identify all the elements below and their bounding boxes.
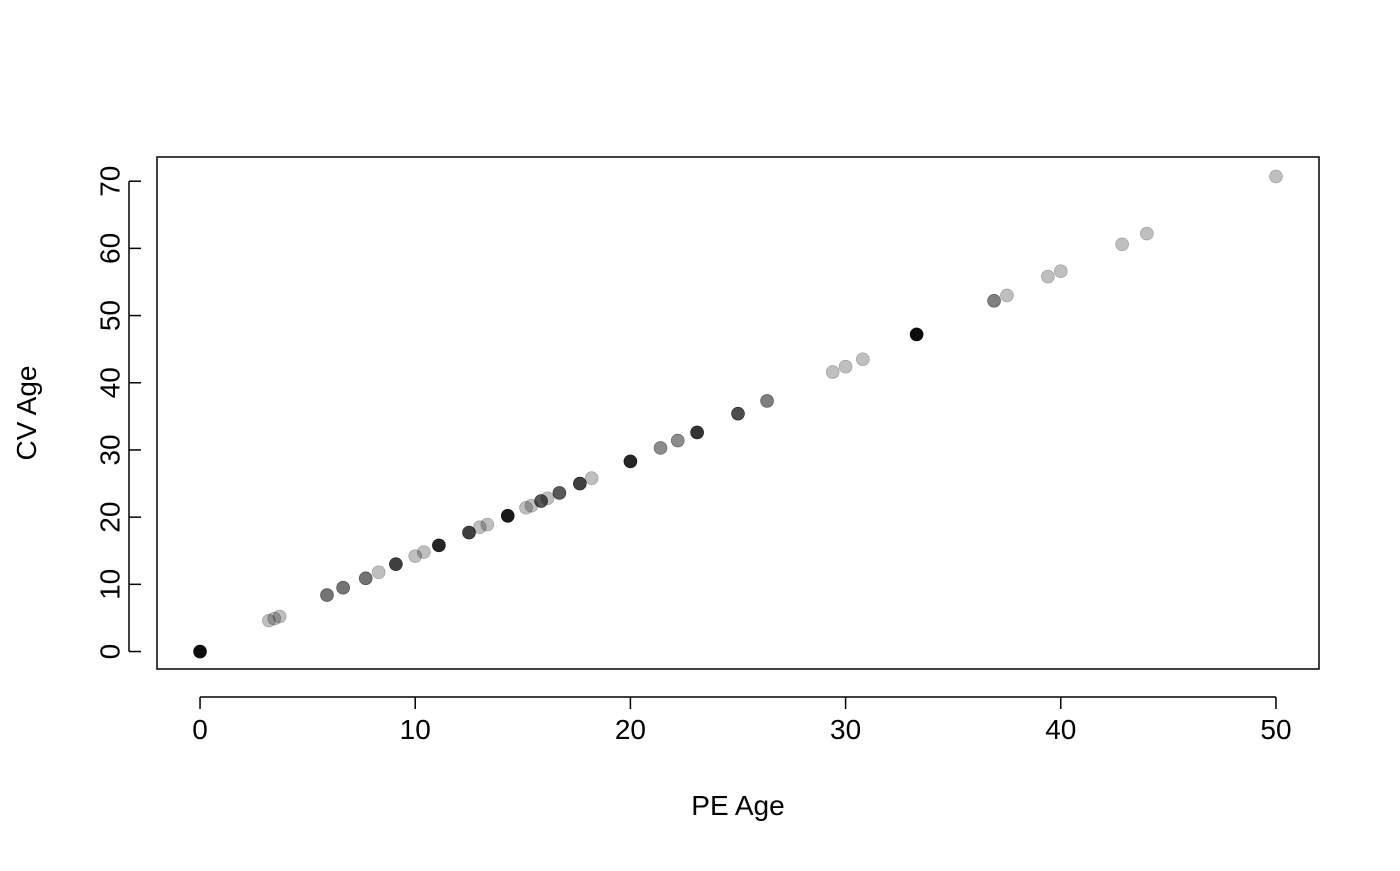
data-point — [462, 525, 476, 540]
y-tick-label: 10 — [95, 569, 126, 600]
data-point — [272, 609, 287, 624]
y-tick-label: 30 — [95, 434, 126, 465]
data-point — [670, 433, 685, 448]
data-point — [432, 538, 446, 553]
data-point — [1140, 226, 1154, 241]
x-tick-label: 40 — [1045, 714, 1076, 745]
data-point — [552, 486, 567, 500]
data-point — [262, 613, 276, 628]
x-tick-label: 10 — [400, 714, 431, 745]
y-tick-label: 40 — [95, 367, 126, 398]
data-point — [408, 549, 423, 563]
data-point — [856, 352, 870, 367]
data-point — [534, 494, 548, 508]
x-tick-label: 30 — [830, 714, 861, 745]
x-tick-label: 20 — [615, 714, 646, 745]
x-axis: 0 10 20 30 40 50 — [192, 696, 1292, 745]
data-point — [320, 588, 334, 602]
data-point — [1000, 288, 1014, 303]
data-point — [1041, 269, 1055, 284]
data-point — [573, 476, 587, 491]
x-tick-label: 0 — [192, 714, 208, 745]
data-point — [1053, 264, 1068, 279]
data-point — [584, 471, 599, 485]
y-tick-label: 60 — [95, 233, 126, 264]
data-point — [690, 425, 704, 440]
data-point — [267, 611, 282, 626]
data-point — [500, 509, 515, 523]
y-tick-label: 70 — [95, 166, 126, 197]
data-point — [417, 545, 431, 559]
y-axis-label: CV Age — [11, 366, 42, 461]
data-point — [472, 520, 487, 535]
data-point — [371, 565, 386, 580]
data-point — [653, 441, 668, 455]
data-point — [1115, 237, 1129, 252]
data-point — [838, 359, 853, 374]
y-tick-label: 20 — [95, 502, 126, 533]
y-tick-label: 50 — [95, 300, 126, 331]
y-axis: 0 10 20 30 40 50 60 70 — [95, 166, 141, 660]
data-point — [389, 557, 403, 571]
data-point — [358, 571, 373, 586]
data-point — [193, 644, 207, 659]
data-point — [480, 517, 495, 532]
data-point — [540, 491, 555, 506]
data-point — [1269, 169, 1283, 184]
data-point — [909, 327, 924, 342]
data-point — [623, 454, 638, 469]
data-point — [336, 580, 350, 595]
y-tick-label: 0 — [95, 644, 126, 660]
data-point — [731, 406, 745, 421]
data-point — [760, 394, 774, 408]
plot-frame — [156, 156, 1320, 670]
x-tick-label: 50 — [1260, 714, 1291, 745]
data-point — [519, 500, 533, 515]
data-point — [825, 365, 840, 379]
points-layer — [193, 169, 1283, 659]
x-axis-label: PE Age — [691, 790, 784, 821]
data-point — [987, 293, 1001, 308]
